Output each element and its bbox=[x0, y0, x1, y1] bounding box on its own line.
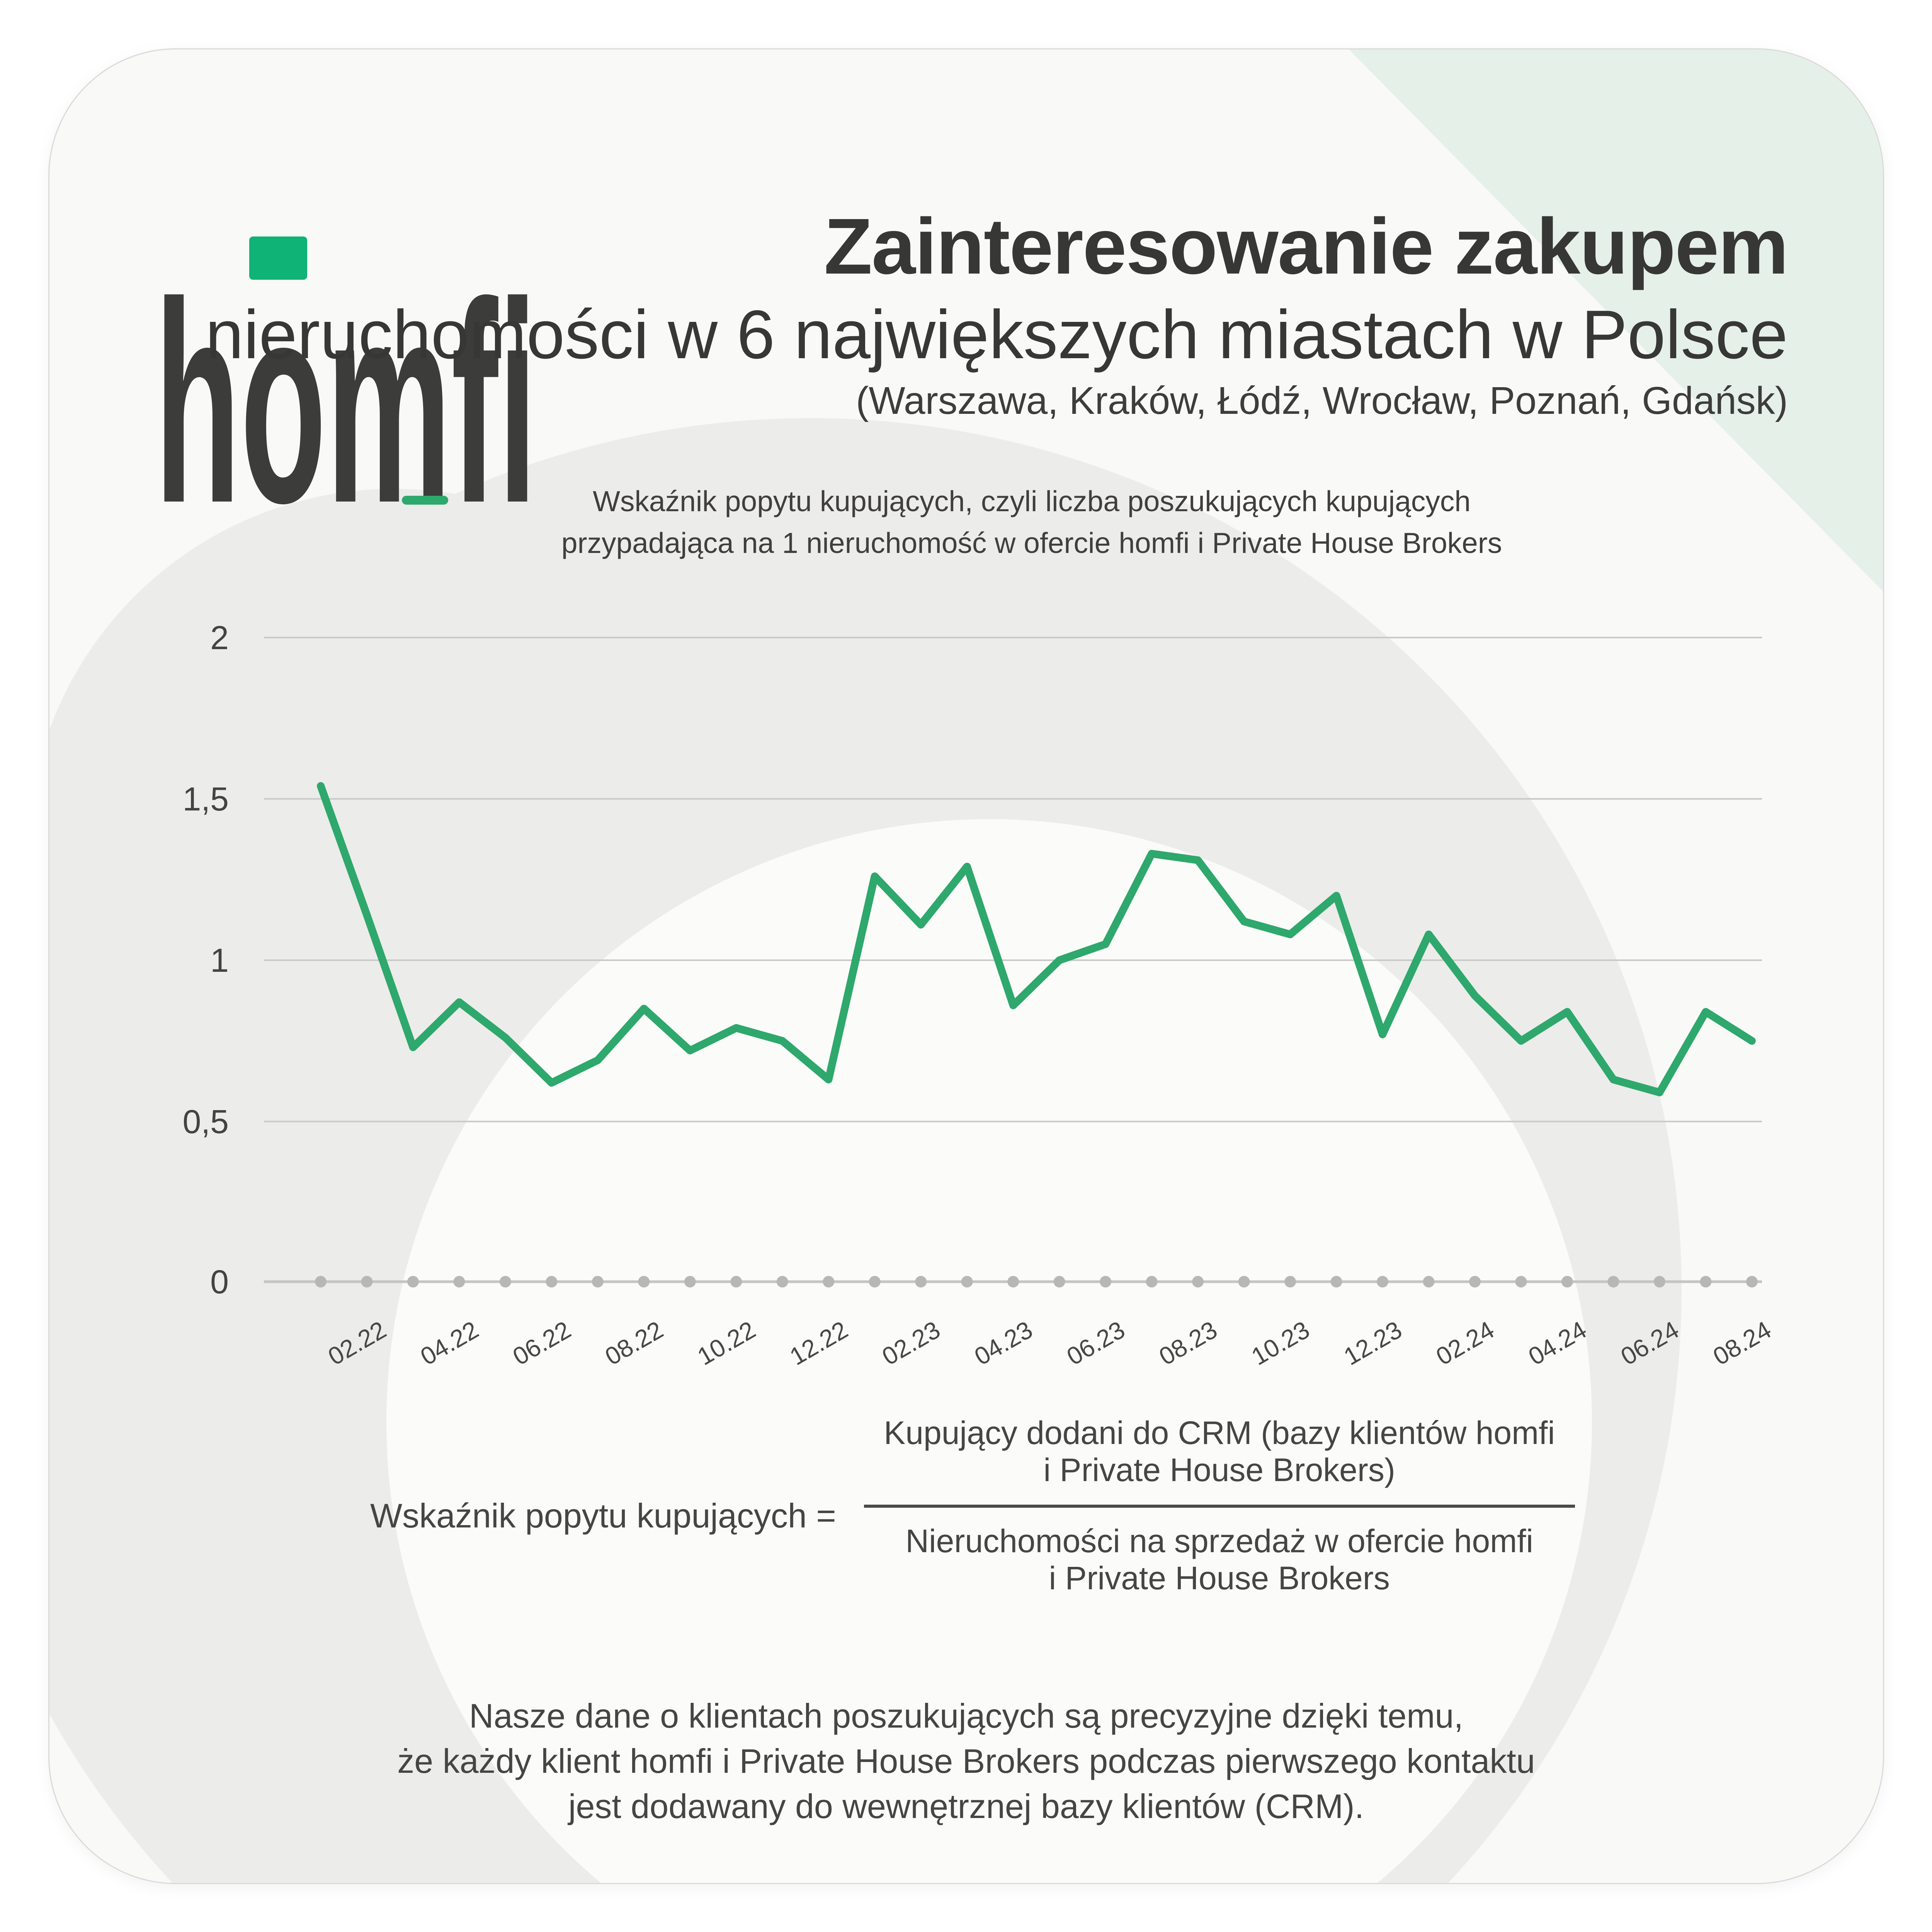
logo-text: homfi bbox=[155, 243, 537, 562]
axis-dot-06.23 bbox=[1100, 1276, 1112, 1287]
page-subtitle: (Warszawa, Kraków, Łódź, Wrocław, Poznań… bbox=[855, 379, 1788, 422]
x-axis-tick-label: 02.22 bbox=[323, 1316, 391, 1371]
y-axis-tick-label: 1 bbox=[210, 942, 229, 979]
x-axis-tick-label: 06.24 bbox=[1616, 1316, 1684, 1371]
axis-dot-03.24 bbox=[1515, 1276, 1527, 1287]
axis-dot-07.24 bbox=[1700, 1276, 1712, 1287]
x-axis-tick-label: 08.22 bbox=[600, 1316, 668, 1371]
formula-fraction: Kupujący dodani do CRM (bazy klientów ho… bbox=[864, 1414, 1575, 1597]
card-content: homfi Zainteresowanie zakupem nieruchomo… bbox=[49, 49, 1883, 1883]
axis-dot-08.24 bbox=[1746, 1276, 1758, 1287]
footer-line3: jest dodawany do wewnętrznej bazy klient… bbox=[568, 1787, 1364, 1825]
axis-dot-10.23 bbox=[1284, 1276, 1296, 1287]
x-axis-tick-label: 02.24 bbox=[1431, 1316, 1499, 1371]
axis-dot-01.22 bbox=[315, 1276, 327, 1287]
axis-dot-12.23 bbox=[1377, 1276, 1389, 1287]
axis-dot-08.23 bbox=[1192, 1276, 1204, 1287]
legend-text-line2: przypadająca na 1 nieruchomość w ofercie… bbox=[561, 527, 1502, 559]
axis-dot-04.24 bbox=[1561, 1276, 1573, 1287]
formula-block: Wskaźnik popytu kupujących = Kupujący do… bbox=[370, 1414, 1575, 1597]
formula-numerator-line2: i Private House Brokers) bbox=[1043, 1452, 1395, 1488]
axis-dot-02.24 bbox=[1469, 1276, 1481, 1287]
axis-dot-09.23 bbox=[1238, 1276, 1250, 1287]
page-title-line2: nieruchomości w 6 największych miastach … bbox=[205, 296, 1788, 373]
x-axis-tick-label: 10.23 bbox=[1247, 1316, 1314, 1371]
legend-line-marker bbox=[402, 496, 448, 505]
axis-dot-02.22 bbox=[361, 1276, 373, 1287]
y-axis-tick-label: 0,5 bbox=[182, 1104, 229, 1141]
y-axis-tick-label: 1,5 bbox=[182, 781, 229, 818]
axis-dot-02.23 bbox=[915, 1276, 927, 1287]
axis-dot-03.23 bbox=[961, 1276, 973, 1287]
axis-dot-06.22 bbox=[546, 1276, 558, 1287]
x-axis-tick-label: 10.22 bbox=[693, 1316, 760, 1371]
axis-dot-11.23 bbox=[1330, 1276, 1342, 1287]
axis-dot-09.22 bbox=[684, 1276, 696, 1287]
y-axis-tick-label: 2 bbox=[210, 619, 229, 656]
x-axis-tick-label: 02.23 bbox=[878, 1316, 945, 1371]
page-title: Zainteresowanie zakupem bbox=[824, 202, 1789, 291]
chart-legend: Wskaźnik popytu kupujących, czyli liczba… bbox=[456, 480, 1607, 564]
title-block: Zainteresowanie zakupem nieruchomości w … bbox=[205, 201, 1789, 424]
logo-macron-icon bbox=[249, 236, 307, 280]
x-axis-tick-label: 12.22 bbox=[785, 1316, 853, 1371]
x-axis-tick-label: 04.24 bbox=[1524, 1316, 1591, 1371]
axis-dot-07.23 bbox=[1146, 1276, 1158, 1287]
axis-dot-08.22 bbox=[638, 1276, 650, 1287]
decorative-white-circle bbox=[386, 819, 1592, 1883]
axis-dot-01.23 bbox=[869, 1276, 881, 1287]
y-axis-tick-label: 0 bbox=[210, 1264, 229, 1301]
x-axis-tick-label: 04.22 bbox=[416, 1316, 483, 1371]
axis-dot-01.24 bbox=[1423, 1276, 1435, 1287]
footer-note: Nasze dane o klientach poszukujących są … bbox=[49, 1693, 1883, 1829]
formula-numerator-line1: Kupujący dodani do CRM (bazy klientów ho… bbox=[884, 1415, 1555, 1451]
line-chart: 2 1,5 1 0,5 0 02.22 04.22 06.22 08.22 10.22 12.22 0… bbox=[182, 619, 1776, 1371]
axis-dot-05.24 bbox=[1607, 1276, 1619, 1287]
x-axis-tick-label: 12.23 bbox=[1339, 1316, 1406, 1371]
axis-dot-06.24 bbox=[1653, 1276, 1665, 1287]
logo-svg: homfi bbox=[155, 243, 537, 562]
formula-denominator-line1: Nieruchomości na sprzedaż w ofercie homf… bbox=[905, 1523, 1534, 1559]
x-axis-tick-label: 08.24 bbox=[1708, 1316, 1776, 1371]
formula-denominator-line2: i Private House Brokers bbox=[1049, 1560, 1390, 1596]
axis-dot-04.22 bbox=[453, 1276, 465, 1287]
x-axis-tick-label: 06.22 bbox=[508, 1316, 576, 1371]
axis-dot-12.22 bbox=[823, 1276, 835, 1287]
formula-lhs: Wskaźnik popytu kupujących = bbox=[370, 1497, 836, 1535]
legend-text-line1: Wskaźnik popytu kupujących, czyli liczba… bbox=[593, 485, 1471, 517]
axis-dot-05.22 bbox=[499, 1276, 511, 1287]
demand-index-line bbox=[317, 782, 1756, 1097]
axis-dot-04.23 bbox=[1007, 1276, 1019, 1287]
footer-line1: Nasze dane o klientach poszukujących są … bbox=[469, 1697, 1463, 1735]
fraction-bar bbox=[864, 1505, 1575, 1508]
x-axis-tick-label: 04.23 bbox=[970, 1316, 1037, 1371]
footer-line2: że każdy klient homfi i Private House Br… bbox=[397, 1742, 1535, 1780]
axis-dot-10.22 bbox=[730, 1276, 742, 1287]
axis-dot-11.22 bbox=[776, 1276, 788, 1287]
axis-dot-07.22 bbox=[592, 1276, 604, 1287]
axis-dot-03.22 bbox=[407, 1276, 419, 1287]
x-axis-tick-label: 08.23 bbox=[1154, 1316, 1222, 1371]
axis-dot-05.23 bbox=[1053, 1276, 1065, 1287]
infographic-card: homfi Zainteresowanie zakupem nieruchomo… bbox=[48, 48, 1884, 1884]
x-axis-tick-label: 06.23 bbox=[1062, 1316, 1129, 1371]
